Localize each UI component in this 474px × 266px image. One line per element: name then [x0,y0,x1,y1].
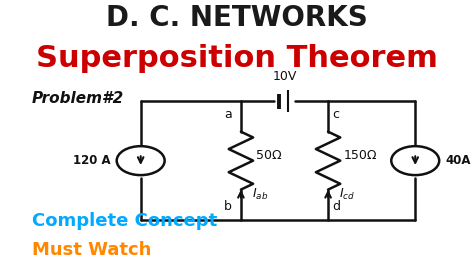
Text: Complete Concept: Complete Concept [32,212,217,230]
Text: d: d [332,200,340,213]
Text: Superposition Theorem: Superposition Theorem [36,44,438,73]
Text: $I_{ab}$: $I_{ab}$ [252,187,268,202]
Text: D. C. NETWORKS: D. C. NETWORKS [106,4,367,32]
Text: 120 A: 120 A [73,154,110,167]
Text: Problem#2: Problem#2 [32,91,124,106]
Text: 150Ω: 150Ω [343,149,377,162]
Text: 40A: 40A [446,154,471,167]
Text: a: a [225,108,232,121]
Text: Must Watch: Must Watch [32,241,151,259]
Text: 50Ω: 50Ω [256,149,282,162]
Text: $I_{cd}$: $I_{cd}$ [339,187,355,202]
Text: c: c [332,108,339,121]
Text: b: b [224,200,232,213]
Text: 10V: 10V [272,70,297,83]
